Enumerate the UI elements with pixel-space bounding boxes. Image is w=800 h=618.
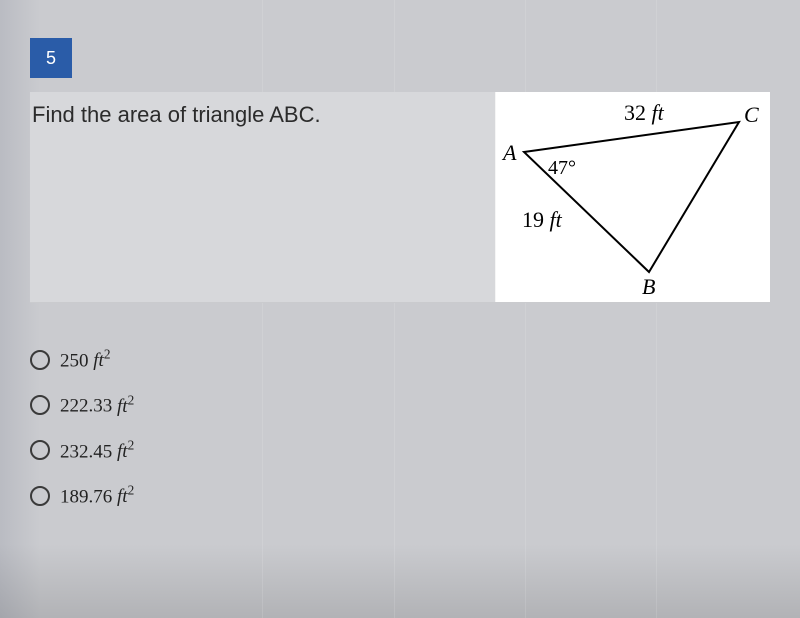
- option-text: 189.76 ft2: [60, 483, 134, 508]
- option-value: 222.33: [60, 396, 112, 417]
- radio-icon: [30, 440, 50, 460]
- option-text: 250 ft2: [60, 347, 110, 372]
- option-4[interactable]: 189.76 ft2: [30, 473, 770, 518]
- radio-icon: [30, 350, 50, 370]
- side-label-ab: 19 ft: [522, 207, 562, 233]
- option-unit: ft2: [93, 350, 110, 371]
- side-ac-text: 32 ft: [624, 100, 664, 125]
- angle-label-a: 47°: [548, 157, 576, 180]
- radio-icon: [30, 395, 50, 415]
- triangle-svg: [504, 102, 764, 292]
- question-text-column: Find the area of triangle ABC.: [30, 92, 495, 302]
- option-text: 222.33 ft2: [60, 392, 134, 417]
- side-ab-text: 19 ft: [522, 207, 562, 232]
- option-value: 232.45: [60, 441, 112, 462]
- vertex-label-b: B: [642, 274, 655, 300]
- option-value: 189.76: [60, 486, 112, 507]
- option-text: 232.45 ft2: [60, 438, 134, 463]
- option-unit: ft2: [117, 396, 134, 417]
- vertex-label-a: A: [503, 140, 516, 166]
- vertex-label-c: C: [744, 102, 759, 128]
- option-value: 250: [60, 350, 89, 371]
- figure-column: A C B 32 ft 19 ft 47°: [495, 92, 770, 302]
- radio-icon: [30, 486, 50, 506]
- question-number-badge: 5: [30, 38, 72, 78]
- question-panel: 5 Find the area of triangle ABC. A C B 3…: [30, 38, 770, 518]
- option-1[interactable]: 250 ft2: [30, 337, 770, 382]
- option-2[interactable]: 222.33 ft2: [30, 382, 770, 427]
- side-label-ac: 32 ft: [624, 100, 664, 126]
- option-unit: ft2: [117, 486, 134, 507]
- option-3[interactable]: 232.45 ft2: [30, 428, 770, 473]
- answer-options: 250 ft2 222.33 ft2 232.45 ft2 189.76 ft2: [30, 337, 770, 518]
- question-row: Find the area of triangle ABC. A C B 32 …: [30, 92, 770, 303]
- option-unit: ft2: [117, 441, 134, 462]
- triangle-figure: A C B 32 ft 19 ft 47°: [504, 102, 764, 292]
- question-number: 5: [46, 48, 56, 69]
- question-prompt: Find the area of triangle ABC.: [32, 102, 479, 128]
